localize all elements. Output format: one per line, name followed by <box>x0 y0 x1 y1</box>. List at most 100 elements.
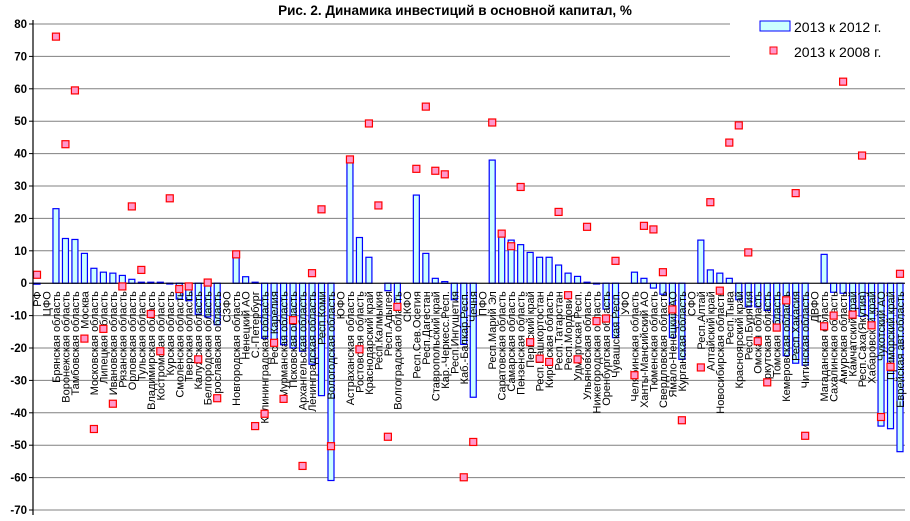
category-label: Псковская область <box>288 291 300 388</box>
category-label: Тульская область <box>136 291 148 381</box>
marker-point <box>772 323 781 332</box>
category-label: ДВФО <box>810 291 822 323</box>
category-label: Тверская область <box>184 291 196 382</box>
category-label: Красноярский край <box>734 291 746 388</box>
bar <box>128 278 136 284</box>
marker-point <box>194 355 203 364</box>
category-label: Кар.-Черкесс.Респ. <box>440 291 452 389</box>
marker-point <box>507 242 516 251</box>
category-label: Калужская область <box>193 291 205 390</box>
category-label: Респ.Адыгея <box>383 291 395 356</box>
bar <box>545 256 553 284</box>
bar <box>80 252 89 284</box>
bar <box>564 272 572 284</box>
category-label: Свердловская область <box>658 291 670 408</box>
category-label: Новгородская область <box>231 291 243 406</box>
category-label: Саратовская область <box>497 291 509 401</box>
category-label: Ивановская область <box>108 291 120 395</box>
category-label: Респ.Сев.Осетия <box>411 291 423 378</box>
marker-point <box>715 286 724 295</box>
marker-point <box>99 324 108 333</box>
bar-series-2013-vs-2012 <box>33 159 904 482</box>
category-label: Белгородская область <box>203 291 215 405</box>
marker-point <box>80 334 89 343</box>
marker-point <box>545 357 554 367</box>
category-label: Ульяновская область <box>582 291 594 400</box>
category-label: Ярославская область <box>212 291 224 402</box>
marker-point <box>801 431 810 440</box>
category-label: Чукотский АО <box>876 291 888 361</box>
marker-point <box>554 207 563 217</box>
category-label: Хабаровский край <box>867 291 879 383</box>
marker-point <box>89 424 99 434</box>
marker-point <box>734 121 743 130</box>
category-label: Ростовская область <box>354 291 366 393</box>
marker-point <box>876 412 886 422</box>
category-label: Респ.Калмыкия <box>373 291 385 370</box>
category-label: Респ.Мордовия <box>563 291 575 370</box>
marker-point <box>848 310 857 319</box>
marker-point <box>364 119 374 128</box>
bar <box>697 239 705 284</box>
marker-point <box>630 371 639 380</box>
bar <box>422 252 430 284</box>
bar <box>517 244 525 284</box>
marker-point <box>782 296 791 305</box>
marker-point <box>592 317 601 326</box>
category-label: Ненецкий АО <box>241 291 253 360</box>
category-label: Ленинградская область <box>307 291 319 412</box>
bar <box>118 274 126 284</box>
bar <box>90 267 98 284</box>
category-label: ПФО <box>478 291 490 316</box>
category-label: С.-Петербург <box>250 291 262 358</box>
marker-point <box>184 282 193 291</box>
bar <box>365 256 373 284</box>
marker-point <box>383 432 392 441</box>
marker-point <box>288 316 298 325</box>
category-label: СКФО <box>402 291 414 322</box>
bar <box>640 277 648 284</box>
legend-label-marker: 2013 к 2008 г. <box>794 44 881 60</box>
legend: 2013 к 2012 г. 2013 к 2008 г. <box>730 14 910 66</box>
category-label: Приморский край <box>886 291 898 380</box>
category-label: Амурская область <box>838 291 850 384</box>
y-tick-label: 60 <box>14 84 27 96</box>
y-tick-labels: 80 70 60 50 40 30 20 10 0 -10 -20 -30 -40 -50 -60 -70 <box>10 19 33 517</box>
y-tick-label: 10 <box>14 246 27 258</box>
gridlines <box>33 23 905 511</box>
y-tick-label: -60 <box>10 473 27 485</box>
category-label: Московская область <box>89 291 101 395</box>
marker-point <box>725 138 734 147</box>
bar <box>706 269 714 284</box>
marker-point <box>412 164 421 173</box>
marker-point <box>668 305 677 314</box>
category-label: Респ.Бурятия <box>743 291 755 360</box>
y-tick-label: 30 <box>14 181 27 193</box>
category-label: Рязанская область <box>117 291 129 388</box>
marker-point <box>895 269 905 278</box>
marker-point <box>421 102 430 111</box>
bar <box>830 282 838 293</box>
y-tick-label: 80 <box>14 19 27 31</box>
marker-point <box>156 347 165 356</box>
category-label: Иркутская область <box>762 291 774 387</box>
marker-series-2013-vs-2008 <box>32 32 905 482</box>
bar <box>346 162 354 284</box>
marker-point <box>516 182 525 192</box>
marker-point <box>582 222 592 231</box>
marker-point <box>213 394 222 403</box>
y-tick-label: 20 <box>14 213 27 225</box>
marker-point <box>563 291 573 300</box>
category-label: Респ.Дагестан <box>421 291 433 365</box>
marker-point <box>497 229 506 238</box>
bar <box>52 208 60 284</box>
y-tick-label: 70 <box>14 51 27 63</box>
bar <box>649 282 658 289</box>
category-label: Тамбовская область <box>70 291 82 396</box>
marker-point <box>269 338 279 347</box>
bar <box>488 159 496 284</box>
category-label: Смоленская область <box>174 291 186 398</box>
bar <box>526 251 534 284</box>
category-label: Курская область <box>165 291 177 376</box>
